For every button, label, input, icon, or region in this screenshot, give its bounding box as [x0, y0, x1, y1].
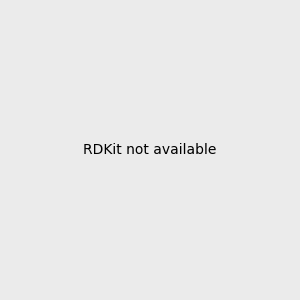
Text: RDKit not available: RDKit not available	[83, 143, 217, 157]
